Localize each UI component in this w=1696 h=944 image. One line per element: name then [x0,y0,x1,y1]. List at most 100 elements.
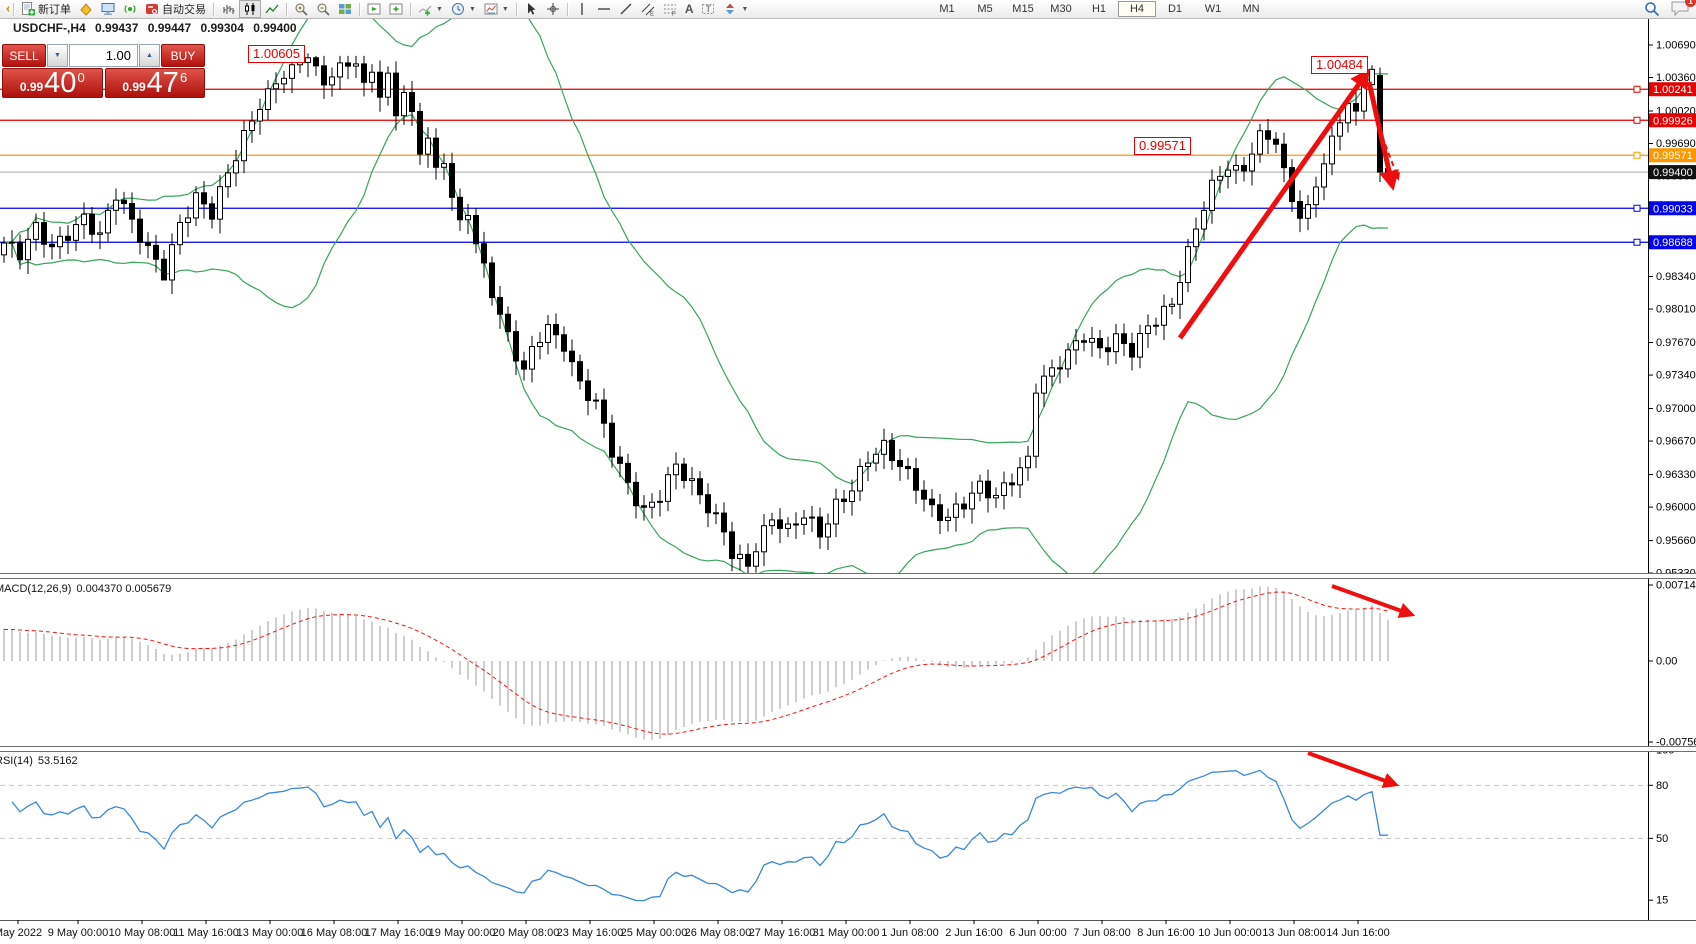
hline-handle[interactable] [1633,151,1641,159]
chevron-down-icon: ▼ [741,5,749,13]
svg-text:0.97000: 0.97000 [1656,403,1696,415]
zoom-out-button[interactable] [312,0,334,18]
timeframe-d1[interactable]: D1 [1167,3,1183,15]
periods-button[interactable]: ▼ [447,0,480,18]
fibonacci-icon: F [663,4,676,16]
strategy-tester-button[interactable] [363,0,385,18]
channel-tool[interactable]: E [637,0,659,18]
macd-label: MACD(12,26,9) 0.004370 0.005679 [0,583,176,595]
volume-increase-button[interactable]: ▲ [139,44,160,67]
svg-text:-0.007561: -0.007561 [1656,737,1696,749]
timeframe-m30[interactable]: M30 [1050,3,1072,15]
date-label: 14 Jun 16:00 [1326,927,1390,939]
timeframe-h1[interactable]: H1 [1091,3,1107,15]
cursor-tool-button[interactable] [520,0,542,18]
toolbar-separator [515,2,517,16]
hline-handle[interactable] [1633,204,1641,212]
toolbar-separator [13,2,14,16]
vertical-line-tool[interactable] [571,0,593,18]
price-flag-1.00605[interactable]: 1.00605 [248,45,305,63]
hline-objects-layer[interactable] [0,88,1648,243]
fibonacci-tool[interactable]: F [659,0,681,18]
hline-handle[interactable] [1633,116,1641,124]
buy-button[interactable]: BUY [161,44,205,67]
search-icon[interactable] [1644,1,1660,17]
notifications-button[interactable]: 1 [1670,0,1696,19]
red-arrow-2 [1366,81,1399,191]
svg-text:0.99400: 0.99400 [1653,167,1693,179]
candles-layer [1,53,1391,574]
trend-arrows-layer[interactable] [1177,68,1416,788]
red-arrow-1 [1177,68,1371,340]
arrows-tool[interactable]: ▼ [719,0,752,18]
sell-price-pip: 0 [77,70,85,85]
svg-text:0.96670: 0.96670 [1656,436,1696,448]
timeframe-group: M1 M5 M15 M30 H1 H4 D1 W1 MN [928,1,1270,17]
terminal-window-button[interactable] [97,0,119,18]
bar-chart-type-button[interactable] [217,0,239,18]
macd-layer [3,586,1389,740]
trendline-icon [620,3,632,15]
horizontal-line-tool[interactable] [593,0,615,18]
date-label: 8 Jun 16:00 [1137,927,1195,939]
autotrading-button[interactable]: 自动交易 [141,0,210,18]
timeframe-m15[interactable]: M15 [1012,3,1034,15]
price-axis[interactable]: 1.006901.003601.000200.996900.993600.990… [0,18,1696,924]
trendline-tool[interactable] [615,0,637,18]
symbol-period: USDCHF-,H4 [13,21,86,35]
main-macd-separator[interactable] [0,573,1696,579]
indicators-icon [418,5,432,16]
indicators-button[interactable]: ▼ [414,0,447,18]
signals-button[interactable] [119,0,141,18]
timeframe-mn[interactable]: MN [1242,3,1260,15]
price-flag-0.99571[interactable]: 0.99571 [1134,137,1191,155]
timeframe-w1[interactable]: W1 [1204,3,1222,15]
volume-input[interactable]: 1.00 [69,44,138,67]
date-label: May 2022 [0,927,43,939]
svg-text:0.99690: 0.99690 [1656,138,1696,150]
templates-button[interactable]: ▼ [480,0,513,18]
zoom-in-button[interactable] [290,0,312,18]
candlestick-type-button[interactable] [239,0,261,18]
chevron-down-icon: ▼ [468,5,476,13]
svg-text:0.96330: 0.96330 [1656,469,1696,481]
new-chart-button[interactable] [385,0,407,18]
templates-icon [484,3,498,15]
sell-button[interactable]: SELL [2,44,46,67]
svg-text:0.97340: 0.97340 [1656,370,1696,382]
arrows-icon [726,3,735,15]
sell-price[interactable]: 0.99 40 0 [2,68,103,98]
price-flag-1.00484[interactable]: 1.00484 [1311,56,1368,74]
chevron-down-icon: ▼ [436,5,443,13]
svg-text:0.99926: 0.99926 [1653,115,1693,127]
timeframe-m5[interactable]: M5 [977,3,993,15]
text-tool[interactable]: A [684,2,694,16]
date-label: 26 May 08:00 [684,927,752,939]
svg-text:E: E [650,12,654,17]
timeframe-m1[interactable]: M1 [939,3,955,15]
macd-rsi-separator[interactable] [0,746,1696,752]
buy-price[interactable]: 0.99 47 6 [104,68,205,98]
red-arrow-3 [1381,135,1400,181]
zoom-out-icon [317,3,330,16]
label-tool[interactable]: T [697,0,719,18]
clipped-icon[interactable] [0,0,10,18]
new-order-button[interactable]: 新订单 [17,0,75,18]
quotes-window-button[interactable] [75,0,97,18]
volume-decrease-button[interactable]: ▼ [47,44,68,67]
timeframe-h4[interactable]: H4 [1118,1,1156,17]
hline-handle[interactable] [1633,85,1641,93]
tile-windows-button[interactable] [334,0,356,18]
line-chart-type-button[interactable] [261,0,283,18]
date-label: 20 May 08:00 [492,927,560,939]
toolbar-separator [286,2,287,16]
rsi-label: RSI(14) 53.5162 [0,755,83,767]
new-chart-icon [389,3,403,15]
hline-handle[interactable] [1633,238,1641,246]
axis-badge-0.99033 [1649,201,1696,216]
horizontal-line-icon [597,8,610,10]
crosshair-tool-button[interactable] [542,0,564,18]
clock-icon [451,3,464,15]
